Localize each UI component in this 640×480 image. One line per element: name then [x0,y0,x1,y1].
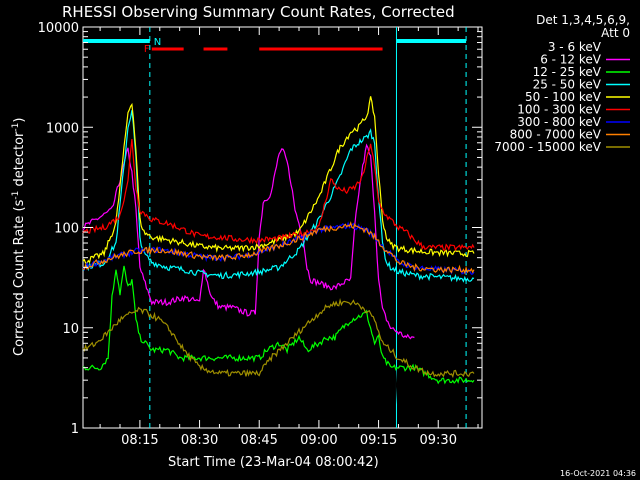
series-line-5 [82,138,475,252]
x-tick-label: 08:45 [240,433,277,448]
legend-label-1: 6 - 12 keV [540,53,602,67]
legend-label-8: 7000 - 15000 keV [494,140,601,154]
series-lines [82,96,475,423]
x-tick-label: 09:15 [360,433,397,448]
legend-label-0: 3 - 6 keV [548,40,602,54]
series-line-8 [82,297,475,379]
legend-label-6: 300 - 800 keV [517,115,601,129]
flare-label: F [144,44,150,55]
y-tick-label: 100 [54,222,79,237]
legend-label-3: 25 - 50 keV [533,78,602,92]
series-line-3 [82,110,475,283]
y-tick-label: 1000 [46,121,79,136]
legend-label-7: 800 - 7000 keV [510,128,602,142]
series-line-7 [82,221,475,275]
x-tick-label: 08:30 [181,433,218,448]
legend-label-5: 100 - 300 keV [517,103,601,117]
timestamp: 16-Oct-2021 04:36 [560,469,636,478]
legend-label-4: 50 - 100 keV [525,90,602,104]
x-tick-label: 09:00 [300,433,337,448]
legend-label-2: 12 - 25 keV [533,65,602,79]
axis-ticks: 08:15 08:30 08:45 09:00 09:15 09:30 1 10 100 1000… [38,21,482,448]
y-axis-label: Corrected Count Rate (s-1 detector-1) [11,118,27,356]
y-tick-label: 10000 [38,21,79,36]
observing-markers: NF [83,27,467,428]
series-line-0 [82,145,415,423]
y-tick-label: 1 [71,422,79,437]
night-label: N [154,37,161,48]
legend-header-line-1: Det 1,3,4,5,6,9, [536,13,630,27]
y-tick-label: 10 [62,322,79,337]
series-line-4 [82,96,475,265]
series-line-1 [82,143,415,340]
x-tick-label: 09:30 [420,433,457,448]
legend-header-line-2: Att 0 [601,26,630,40]
x-axis-label: Start Time (23-Mar-04 08:00:42) [168,455,379,470]
chart-title: RHESSI Observing Summary Count Rates, Co… [62,3,455,21]
x-tick-label: 08:15 [121,433,158,448]
